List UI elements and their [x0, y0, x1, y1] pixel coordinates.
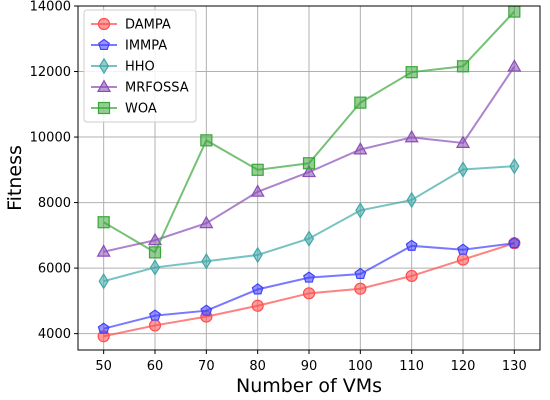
legend-label: HHO: [125, 60, 155, 75]
legend-item: WOA: [91, 102, 157, 117]
data-point: [200, 134, 213, 147]
legend-marker: [96, 79, 112, 93]
data-point: [200, 304, 213, 316]
data-point: [98, 272, 109, 290]
y-tick-label: 4000: [38, 327, 71, 342]
series-woa: [97, 5, 521, 259]
data-point: [405, 66, 418, 79]
x-tick-label: 70: [198, 359, 215, 374]
legend-label: DAMPA: [125, 18, 171, 33]
data-point: [302, 157, 316, 170]
y-tick-label: 10000: [30, 131, 71, 146]
x-tick-label: 120: [451, 359, 476, 374]
data-point: [507, 59, 522, 72]
data-point: [353, 141, 368, 155]
y-tick-label: 6000: [38, 262, 71, 277]
series-layer: [96, 5, 522, 343]
y-axis: 4000 6000 8000 10000 12000 14000: [30, 0, 78, 342]
data-point: [147, 232, 163, 246]
legend: DAMPA IMMPA HHO MRFOSSA WOA: [83, 9, 197, 123]
data-point: [406, 191, 417, 209]
x-axis-title: Number of VMs: [236, 375, 382, 397]
data-point: [405, 239, 418, 251]
data-point: [405, 269, 418, 283]
data-point: [456, 253, 470, 266]
data-point: [250, 184, 265, 197]
legend-marker: [97, 17, 111, 31]
legend-label: IMMPA: [125, 39, 167, 54]
x-tick-label: 90: [301, 359, 318, 374]
data-point: [508, 5, 521, 18]
data-point: [509, 157, 520, 175]
data-point: [303, 230, 315, 247]
data-point: [508, 236, 521, 249]
data-point: [354, 282, 367, 295]
x-tick-label: 130: [502, 359, 527, 374]
data-point: [97, 216, 110, 229]
data-point: [96, 244, 111, 257]
data-point: [148, 319, 162, 332]
legend-item: DAMPA: [91, 18, 171, 33]
data-point: [201, 252, 212, 270]
legend-item: MRFOSSA: [91, 79, 189, 96]
data-point: [251, 163, 264, 176]
legend-box: [83, 9, 197, 123]
x-tick-label: 50: [95, 359, 112, 374]
y-tick-label: 8000: [38, 196, 71, 211]
data-point: [355, 202, 366, 219]
data-point: [199, 215, 214, 229]
data-point: [149, 259, 161, 276]
legend-item: HHO: [91, 57, 155, 75]
data-point: [301, 164, 317, 178]
legend-marker: [98, 38, 110, 51]
data-point: [251, 299, 264, 312]
series-immpa: [97, 236, 521, 334]
data-point: [456, 60, 470, 73]
legend-item: IMMPA: [91, 39, 167, 54]
data-point: [252, 246, 263, 264]
data-point: [303, 271, 315, 283]
data-point: [404, 129, 419, 143]
legend-marker: [98, 57, 110, 75]
data-point: [354, 267, 367, 280]
data-point: [97, 322, 110, 334]
y-tick-label: 12000: [30, 65, 71, 80]
data-point: [149, 309, 161, 321]
data-point: [251, 283, 264, 295]
data-point: [148, 246, 162, 259]
data-point: [455, 135, 471, 148]
data-point: [457, 161, 469, 178]
series-hho: [98, 157, 520, 290]
x-tick-label: 80: [249, 359, 266, 374]
data-point: [302, 287, 316, 300]
y-tick-label: 14000: [30, 0, 71, 15]
x-axis: 50 60 70 80 90 100 110 120 130: [95, 350, 527, 374]
y-axis-title: Fitness: [4, 145, 26, 211]
x-tick-label: 100: [348, 359, 373, 374]
series-mrfossa: [96, 59, 522, 257]
legend-marker: [97, 101, 111, 115]
data-point: [354, 96, 367, 109]
data-point: [457, 243, 469, 255]
legend-label: WOA: [125, 102, 157, 117]
legend-label: MRFOSSA: [125, 81, 189, 96]
x-tick-label: 60: [147, 359, 164, 374]
x-tick-label: 110: [399, 359, 424, 374]
